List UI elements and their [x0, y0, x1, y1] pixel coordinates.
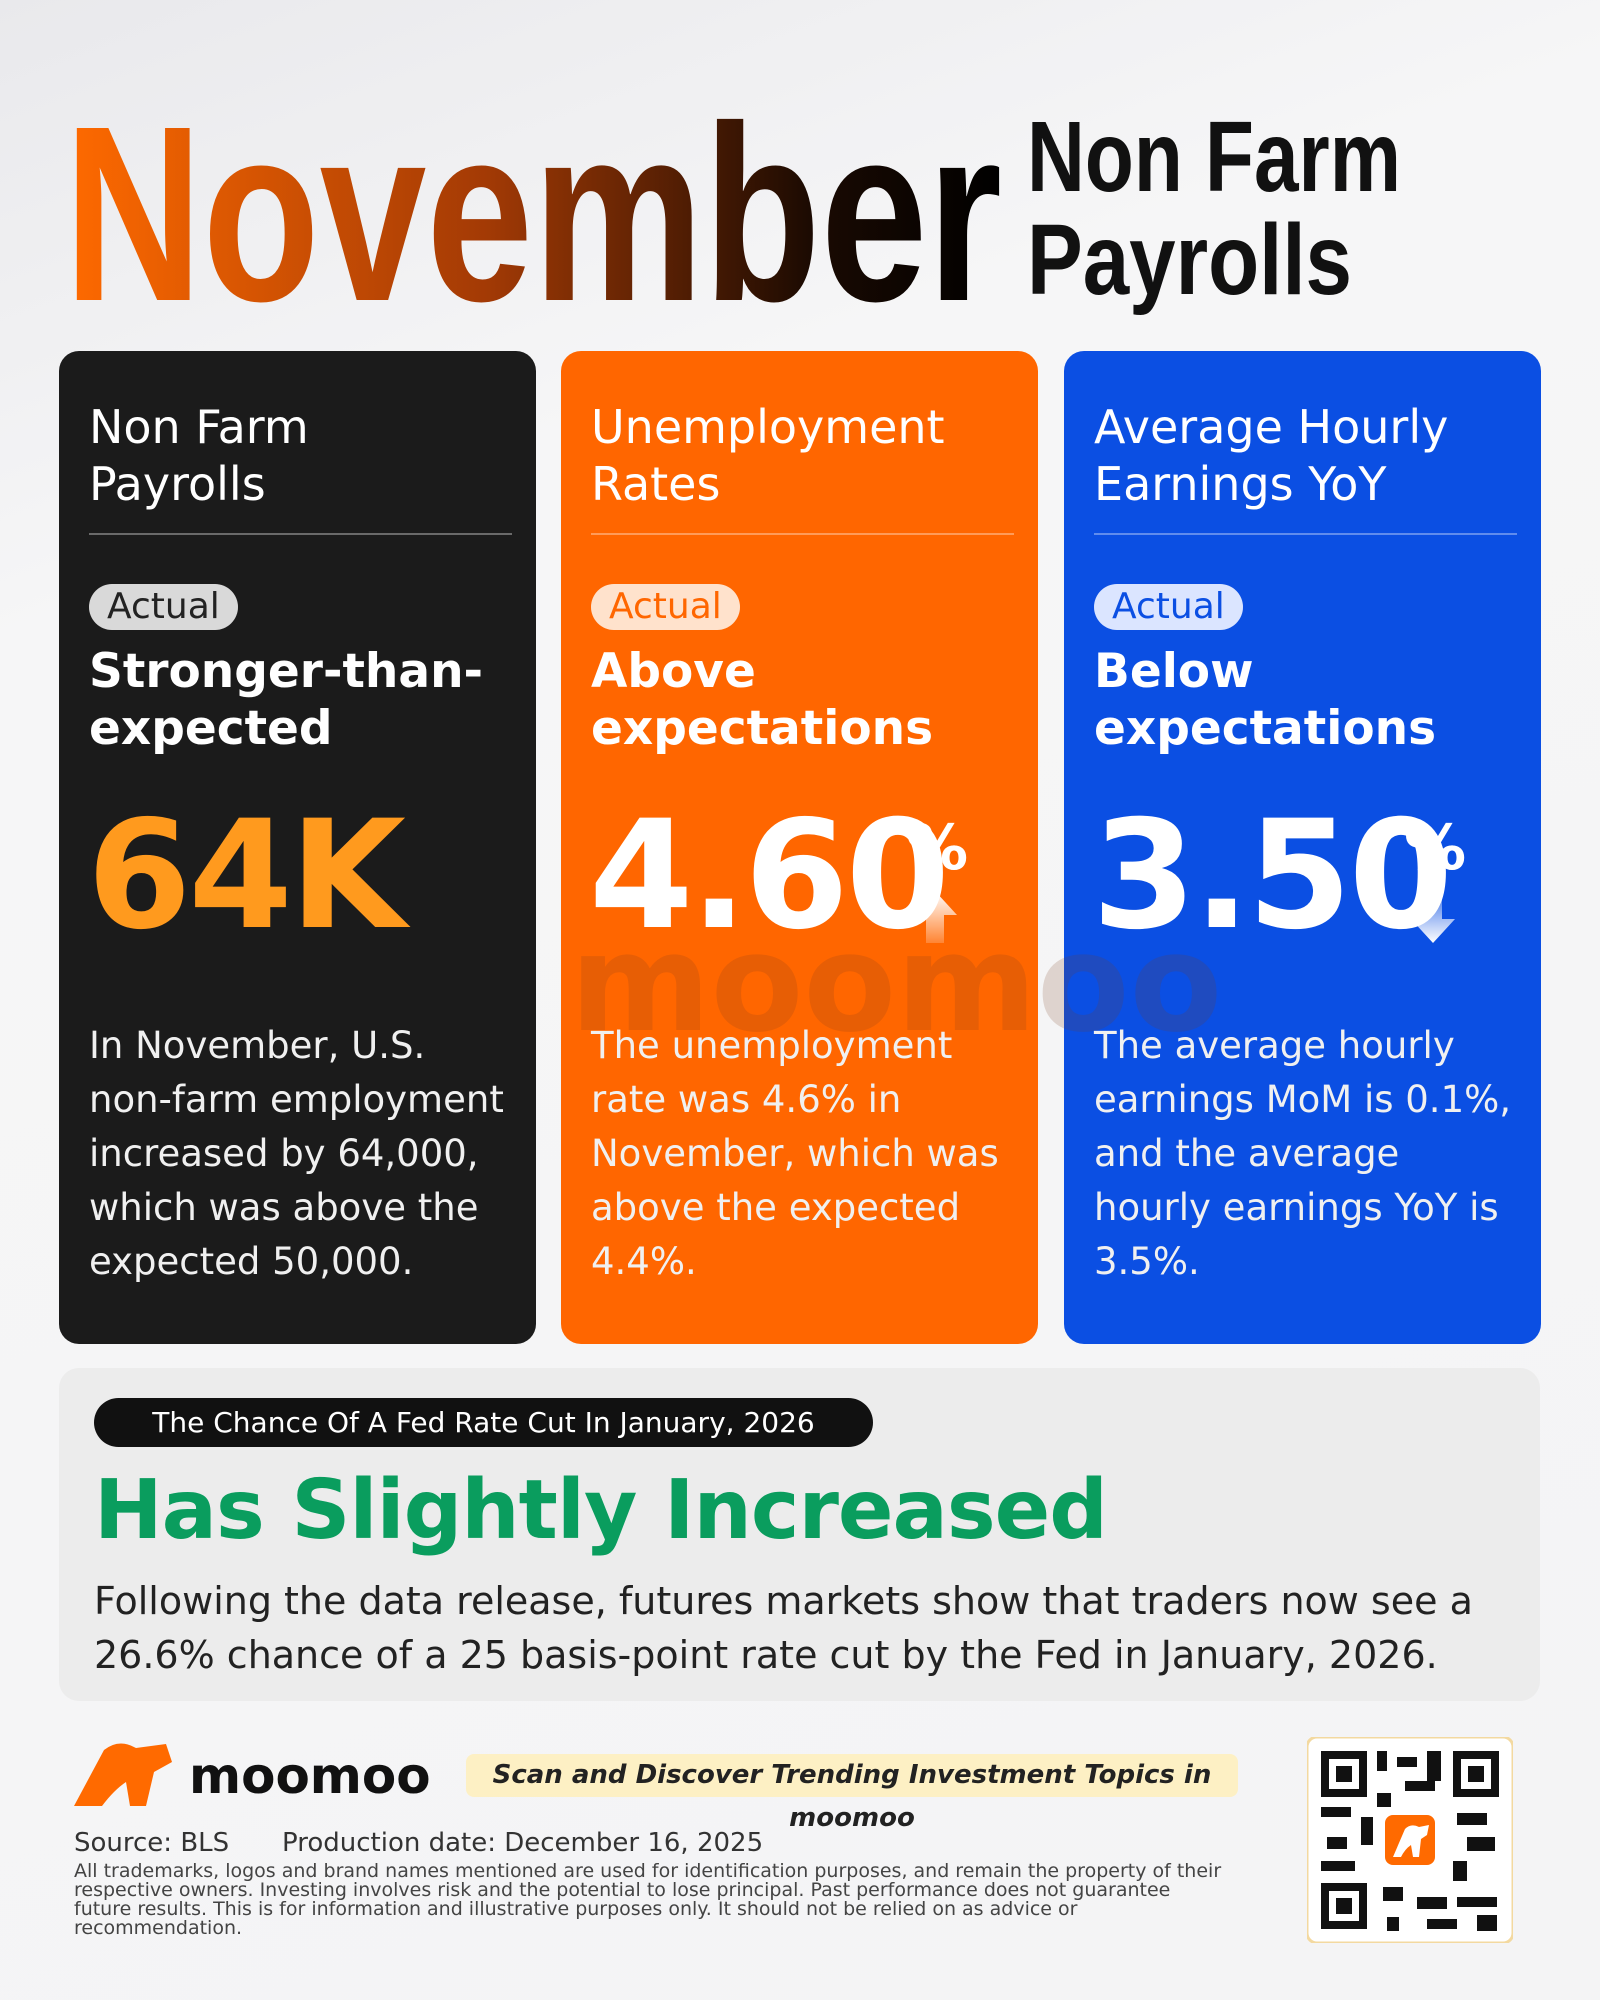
header: November Non Farm Payrolls [64, 74, 1401, 330]
verdict: Below expectations [1094, 643, 1436, 757]
fed-box: The Chance Of A Fed Rate Cut In January,… [59, 1368, 1540, 1701]
title-line: Non Farm [89, 400, 309, 454]
unit: % [906, 811, 969, 884]
value: 64K [87, 789, 406, 963]
arrow-up [913, 891, 957, 943]
subtitle: Non Farm [1027, 101, 1401, 213]
source: Source: BLS [74, 1828, 230, 1858]
qr-code [1307, 1737, 1513, 1943]
card: Non Farm Payrolls Actual Stronger-than-ex… [59, 351, 536, 1344]
production-date: Production date: December 16, 2025 [282, 1828, 764, 1858]
badge: Actual [1094, 584, 1243, 630]
verdict-line: Stronger-than- [89, 644, 484, 699]
title-line: Unemployment [591, 400, 945, 454]
title-line: Average Hourly [1094, 400, 1449, 454]
card-title: Non Farm Payrolls [89, 399, 309, 513]
value: 3.50 [1092, 789, 1453, 963]
verdict-line: Above [591, 644, 756, 699]
title-line: Rates [591, 457, 721, 511]
unit: % [1404, 811, 1467, 884]
verdict-line: expectations [591, 701, 934, 756]
description: The average hourly earnings MoM is 0.1%,… [1094, 1024, 1512, 1283]
description: In November, U.S. non-farm employment in… [89, 1024, 504, 1283]
verdict-line: Below [1094, 644, 1254, 699]
verdict: Stronger-than-expected [89, 643, 483, 757]
fed-body: Following the data release, futures mark… [94, 1579, 1473, 1677]
card-title: Unemployment Rates [591, 399, 945, 513]
disclaimer: All trademarks, logos and brand names me… [74, 1860, 1222, 1939]
badge: Actual [89, 584, 238, 630]
divider [591, 533, 1014, 535]
logo-icon [74, 1743, 172, 1806]
arrow-down [1411, 891, 1455, 943]
description: The unemployment rate was 4.6% in Novemb… [591, 1024, 999, 1283]
fed-tag: The Chance Of A Fed Rate Cut In January,… [94, 1398, 873, 1447]
brand: moomoo [189, 1747, 431, 1805]
card: Average Hourly Earnings YoY Actual Below e… [1064, 351, 1541, 1344]
card: Unemployment Rates Actual Above expectatio… [561, 351, 1038, 1344]
badge: Actual [591, 584, 740, 630]
fed-headline: Has Slightly Increased [94, 1463, 1108, 1558]
main-title: November [64, 74, 1002, 330]
card-title: Average Hourly Earnings YoY [1094, 399, 1448, 513]
verdict: Above expectations [591, 643, 933, 757]
verdict-line: expectations [1094, 701, 1437, 756]
verdict-line: expected [89, 701, 333, 756]
value: 4.60 [589, 789, 950, 963]
title-line: Payrolls [89, 457, 266, 511]
divider [89, 533, 512, 535]
title-line: Earnings YoY [1094, 457, 1387, 511]
slogan: Scan and Discover Trending Investment To… [466, 1754, 1238, 1833]
subtitle: Payrolls [1027, 204, 1352, 316]
divider [1094, 533, 1517, 535]
